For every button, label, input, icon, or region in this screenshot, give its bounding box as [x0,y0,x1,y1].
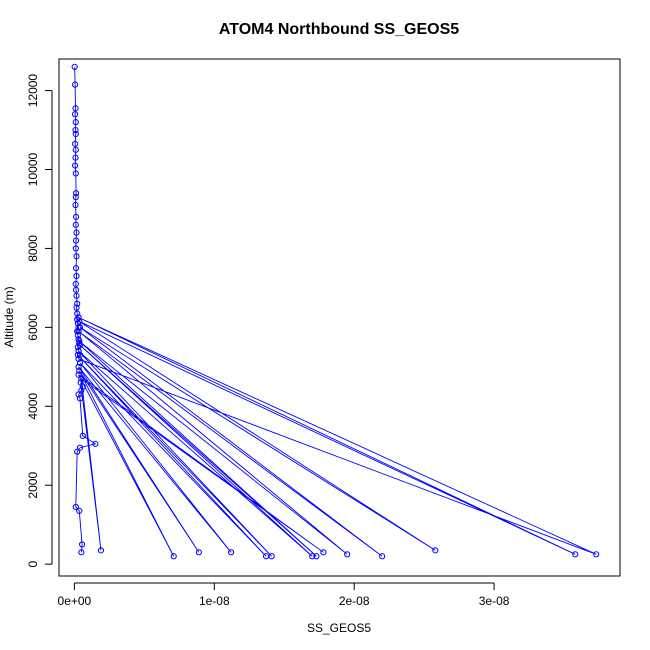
data-point [72,194,79,201]
data-point [74,448,81,455]
x-axis-label: SS_GEOS5 [307,621,371,635]
data-point [72,105,79,112]
data-point [74,351,81,359]
data-point [72,221,79,228]
data-point [75,391,82,398]
data-point [320,549,327,556]
data-point [75,314,82,321]
x-tick-label: 3e-08 [479,594,510,608]
y-tick-label: 2000 [26,472,40,499]
x-axis: 0e+00 1e-08 2e-08 3e-08 [58,582,510,608]
data-point [71,111,79,118]
data-point [72,265,80,272]
data-point [72,119,79,126]
data-point [262,553,270,560]
y-tick-label: 10000 [26,152,40,186]
data-point [432,547,439,554]
data-point [72,126,79,134]
data-point [73,229,80,236]
data-point [76,324,84,331]
y-tick-label: 12000 [26,74,40,108]
data-point [97,547,105,554]
data-point [78,541,86,548]
data-point [76,338,83,345]
data-point [71,81,79,88]
data-point [75,328,82,335]
data-point [74,300,81,307]
data-point [71,140,79,147]
data-point [75,355,82,363]
data-point [74,332,81,339]
data-point [78,375,85,382]
data-point [309,553,316,560]
data-point [72,280,79,288]
data-point [72,286,80,293]
data-point [72,146,79,153]
data-point [76,367,83,374]
data-point [76,395,84,402]
data-point [593,551,600,558]
data-point [76,444,84,451]
data-point [72,130,79,138]
data-point [72,245,79,252]
data-point [71,162,79,169]
data-point [73,272,80,280]
y-axis-label: Altitude (m) [2,286,16,347]
data-point [74,310,81,317]
y-axis: 0 2000 4000 6000 8000 10000 12000 [26,74,53,568]
data-point [79,383,86,390]
data-point [76,351,84,359]
data-point [72,170,79,177]
data-point [76,507,83,514]
series-line [74,66,597,557]
data-point [227,549,235,556]
chart-title: ATOM4 Northbound SS_GEOS5 [219,21,459,38]
data-point [344,551,351,558]
y-tick-label: 0 [26,561,40,568]
data-point [92,440,99,447]
data-point [72,201,79,209]
x-tick-label: 2e-08 [339,594,370,608]
data-point [572,551,579,558]
data-point [78,549,85,556]
data-point [313,553,320,560]
plot-area-frame [58,58,621,577]
data-point [73,253,80,260]
y-tick-label: 6000 [26,314,40,341]
data-point [76,342,84,349]
y-tick-label: 4000 [26,393,40,420]
data-point [79,432,86,439]
data-point [379,553,386,560]
x-tick-label: 0e+00 [58,594,92,608]
data-point [72,213,80,220]
data-point [170,553,177,560]
data-point [72,503,79,511]
data-point [73,304,80,311]
data-point [75,347,82,355]
data-point [73,292,80,299]
data-point [72,154,79,161]
data-point [76,318,83,325]
data-point [72,190,80,197]
data-point [72,237,80,244]
y-tick-label: 8000 [26,235,40,262]
data-point [76,359,84,366]
data-point [71,63,78,70]
x-tick-label: 1e-08 [199,594,230,608]
data-point [195,549,202,556]
data-point [75,363,82,370]
series-layer [71,63,600,560]
